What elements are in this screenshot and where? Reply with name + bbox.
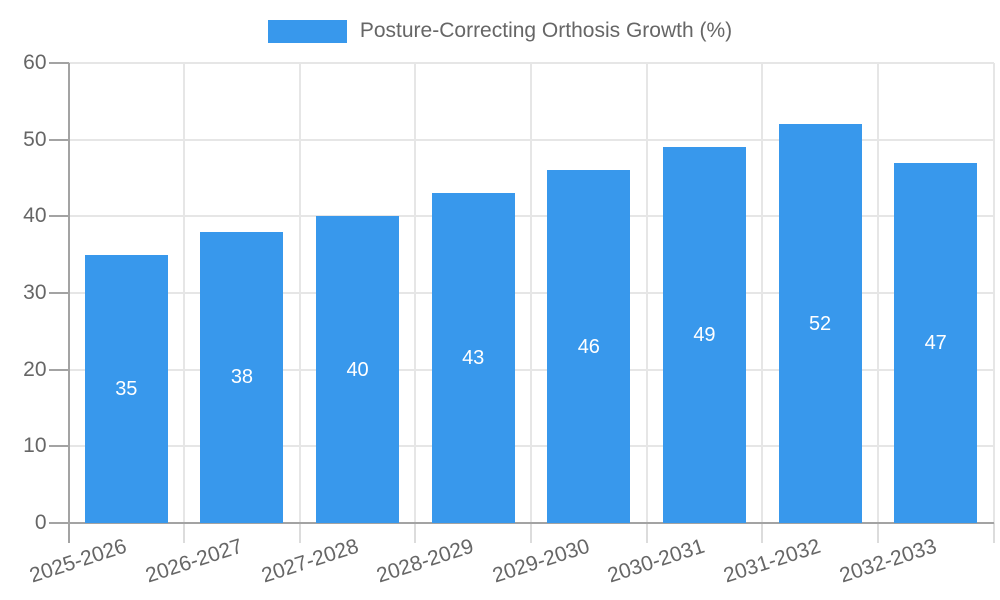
x-tick (645, 523, 648, 543)
y-tick (48, 368, 69, 371)
x-gridline (645, 63, 648, 523)
x-gridline (298, 63, 301, 523)
x-tick (298, 523, 301, 543)
bar[interactable] (84, 254, 168, 523)
y-axis-label: 50 (23, 127, 47, 151)
y-tick (48, 62, 69, 64)
x-tick (992, 523, 995, 543)
bar[interactable] (431, 193, 515, 523)
x-gridline (414, 63, 417, 523)
x-tick (530, 523, 532, 543)
x-gridline (530, 63, 532, 523)
legend-item[interactable]: Posture-Correcting Orthosis Growth (%) (0, 19, 1000, 43)
x-axis-line (48, 522, 994, 524)
bar-value-label: 38 (230, 366, 254, 389)
y-axis-line (67, 63, 70, 543)
x-gridline (761, 63, 764, 523)
y-axis-label: 20 (23, 357, 47, 381)
y-axis-label: 30 (23, 281, 47, 304)
bar-value-label: 35 (115, 377, 138, 400)
x-gridline (876, 63, 879, 523)
bar-value-label: 47 (924, 331, 947, 354)
x-tick (183, 523, 186, 543)
y-axis-label: 10 (23, 434, 47, 458)
y-tick (48, 215, 69, 218)
bar-value-label: 49 (693, 324, 716, 347)
y-tick (48, 445, 69, 448)
legend-color-swatch (267, 19, 347, 43)
bar-value-label: 40 (346, 358, 369, 381)
x-tick (761, 523, 764, 543)
bar-value-label: 52 (808, 312, 832, 335)
y-axis-label: 0 (34, 511, 47, 534)
bar[interactable] (200, 231, 284, 523)
bar[interactable] (894, 162, 978, 523)
x-tick (876, 523, 879, 543)
bar[interactable] (778, 124, 862, 523)
legend-label: Posture-Correcting Orthosis Growth (%) (359, 19, 733, 42)
y-axis-label: 40 (23, 204, 47, 228)
bar-value-label: 43 (462, 347, 485, 370)
x-gridline (992, 63, 995, 523)
bar[interactable] (547, 170, 631, 523)
x-gridline (183, 63, 186, 523)
bar[interactable] (662, 147, 746, 523)
y-tick (48, 292, 69, 294)
x-tick (414, 523, 417, 543)
bar[interactable] (316, 216, 400, 523)
y-tick (48, 138, 69, 141)
y-axis-label: 60 (23, 51, 47, 74)
bar-value-label: 46 (577, 335, 600, 358)
